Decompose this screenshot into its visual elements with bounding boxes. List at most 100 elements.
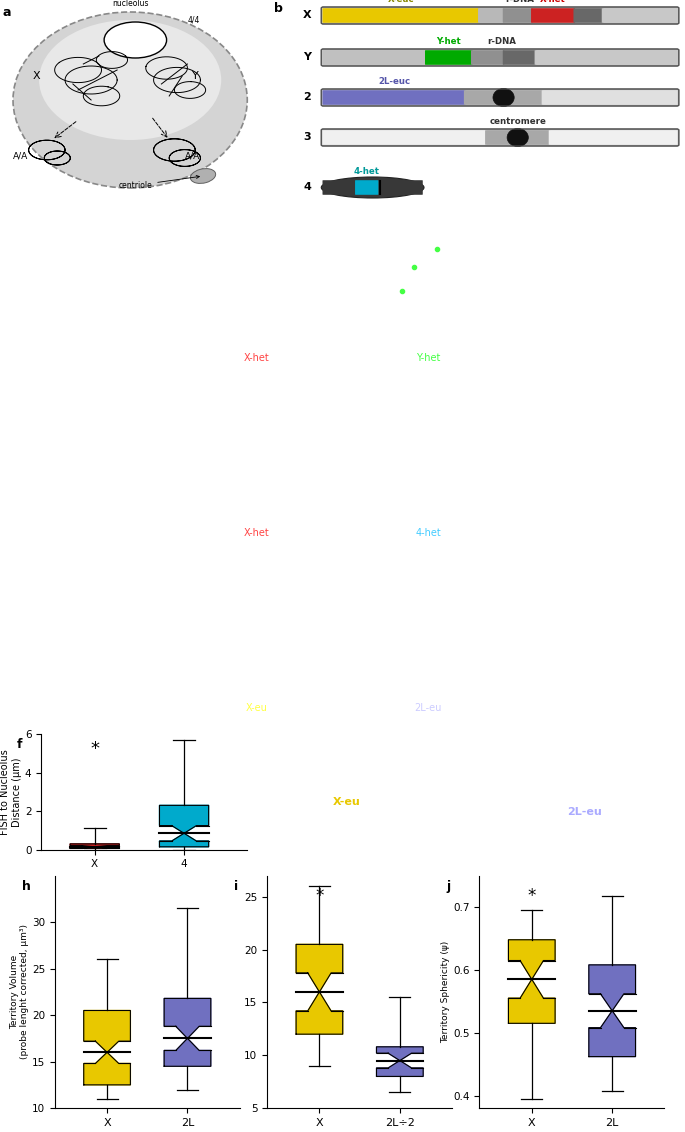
FancyBboxPatch shape bbox=[503, 50, 536, 65]
FancyBboxPatch shape bbox=[323, 130, 487, 145]
Text: 2L-euc: 2L-euc bbox=[378, 77, 410, 86]
Polygon shape bbox=[160, 805, 209, 833]
Ellipse shape bbox=[13, 12, 247, 188]
Text: 4-het: 4-het bbox=[353, 168, 379, 177]
Ellipse shape bbox=[493, 88, 514, 106]
Polygon shape bbox=[508, 940, 555, 979]
FancyBboxPatch shape bbox=[382, 180, 423, 195]
Text: A/A: A/A bbox=[185, 152, 200, 161]
Y-axis label: Territory Sphericity (ψ): Territory Sphericity (ψ) bbox=[442, 941, 451, 1043]
Text: 5 µm: 5 µm bbox=[451, 695, 471, 704]
Text: b: b bbox=[274, 2, 283, 15]
Text: X: X bbox=[527, 386, 536, 395]
Polygon shape bbox=[84, 1011, 130, 1053]
Text: 3: 3 bbox=[303, 132, 311, 143]
Text: X-het: X-het bbox=[244, 528, 270, 538]
Ellipse shape bbox=[190, 169, 216, 183]
Polygon shape bbox=[296, 944, 342, 992]
Text: 2 µm: 2 µm bbox=[418, 830, 439, 839]
FancyBboxPatch shape bbox=[321, 89, 679, 106]
Text: r-DNA: r-DNA bbox=[488, 37, 516, 46]
Text: X-eu: X-eu bbox=[246, 703, 268, 713]
Text: X: X bbox=[302, 10, 311, 20]
Text: *: * bbox=[315, 887, 323, 906]
Text: DAPI: DAPI bbox=[74, 353, 97, 362]
FancyBboxPatch shape bbox=[542, 91, 677, 105]
FancyBboxPatch shape bbox=[321, 129, 679, 146]
Text: a: a bbox=[3, 6, 11, 19]
Text: nucleolus: nucleolus bbox=[112, 0, 149, 8]
Text: X: X bbox=[527, 560, 536, 571]
Polygon shape bbox=[164, 1038, 211, 1066]
Text: X-het: X-het bbox=[244, 353, 270, 362]
Text: c: c bbox=[7, 211, 14, 223]
FancyBboxPatch shape bbox=[524, 130, 550, 145]
Text: 2/2: 2/2 bbox=[603, 594, 617, 603]
Ellipse shape bbox=[321, 177, 424, 198]
Text: r-DNA: r-DNA bbox=[505, 0, 534, 5]
Ellipse shape bbox=[104, 22, 166, 58]
Polygon shape bbox=[160, 833, 209, 847]
Text: X: X bbox=[33, 71, 40, 82]
Text: DAPI: DAPI bbox=[74, 528, 97, 538]
Text: 2L-eu: 2L-eu bbox=[414, 703, 442, 713]
FancyBboxPatch shape bbox=[601, 8, 677, 23]
Polygon shape bbox=[296, 992, 342, 1035]
FancyBboxPatch shape bbox=[355, 180, 378, 195]
Polygon shape bbox=[70, 847, 119, 848]
Polygon shape bbox=[508, 979, 555, 1023]
FancyBboxPatch shape bbox=[323, 180, 357, 195]
Ellipse shape bbox=[507, 129, 528, 146]
Polygon shape bbox=[70, 843, 119, 847]
FancyBboxPatch shape bbox=[510, 91, 543, 105]
Text: g: g bbox=[280, 738, 289, 752]
Polygon shape bbox=[84, 1053, 130, 1084]
FancyBboxPatch shape bbox=[425, 50, 473, 65]
FancyBboxPatch shape bbox=[323, 91, 466, 105]
Text: merge: merge bbox=[616, 386, 646, 394]
Text: 2L-eu: 2L-eu bbox=[567, 807, 602, 817]
Text: centromere: centromere bbox=[489, 118, 546, 127]
FancyBboxPatch shape bbox=[485, 130, 512, 145]
Text: Y-het: Y-het bbox=[436, 37, 461, 46]
FancyBboxPatch shape bbox=[321, 7, 679, 24]
Ellipse shape bbox=[39, 20, 221, 140]
Text: X-euc: X-euc bbox=[388, 0, 414, 5]
Text: 3/3: 3/3 bbox=[603, 659, 617, 668]
Text: i: i bbox=[234, 881, 238, 893]
Text: Y: Y bbox=[192, 71, 199, 82]
FancyBboxPatch shape bbox=[464, 91, 497, 105]
Text: centriole: centriole bbox=[119, 175, 199, 190]
Text: j: j bbox=[446, 881, 450, 893]
Text: X: X bbox=[527, 211, 536, 221]
Text: 4: 4 bbox=[303, 182, 311, 192]
Text: merge: merge bbox=[616, 560, 646, 569]
Text: 2: 2 bbox=[303, 93, 311, 103]
Polygon shape bbox=[377, 1047, 423, 1061]
Text: 4/4: 4/4 bbox=[188, 16, 200, 25]
Polygon shape bbox=[377, 1061, 423, 1077]
Text: *: * bbox=[90, 740, 99, 757]
FancyBboxPatch shape bbox=[549, 130, 677, 145]
Text: FISH: FISH bbox=[129, 881, 158, 891]
FancyBboxPatch shape bbox=[323, 50, 427, 65]
Text: h: h bbox=[21, 881, 30, 893]
FancyBboxPatch shape bbox=[534, 50, 677, 65]
FancyBboxPatch shape bbox=[471, 50, 504, 65]
Text: DAPI: DAPI bbox=[74, 703, 97, 713]
Y-axis label: Territory Volume
(probe lenght corrected, μm³): Territory Volume (probe lenght corrected… bbox=[10, 925, 29, 1060]
Text: 4/4: 4/4 bbox=[603, 420, 617, 429]
FancyBboxPatch shape bbox=[573, 8, 603, 23]
Text: Y: Y bbox=[303, 52, 311, 62]
Text: A/A: A/A bbox=[13, 152, 29, 161]
FancyBboxPatch shape bbox=[503, 8, 533, 23]
Text: merge: merge bbox=[616, 211, 646, 220]
Polygon shape bbox=[589, 1011, 636, 1056]
Text: *: * bbox=[527, 887, 536, 906]
Y-axis label: FISH to Nucleolus
Distance (μm): FISH to Nucleolus Distance (μm) bbox=[1, 749, 22, 834]
FancyBboxPatch shape bbox=[323, 8, 480, 23]
Text: X-eu: X-eu bbox=[333, 797, 360, 807]
Polygon shape bbox=[164, 998, 211, 1038]
Text: d: d bbox=[7, 386, 16, 398]
Text: e: e bbox=[7, 560, 15, 574]
